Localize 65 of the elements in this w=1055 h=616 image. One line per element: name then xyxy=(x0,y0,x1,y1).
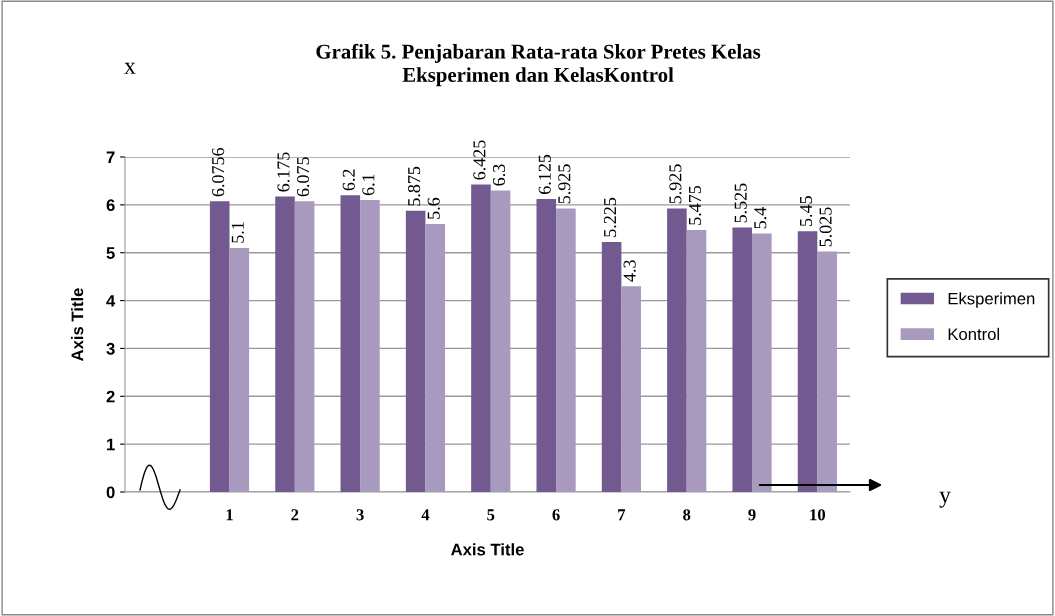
legend-label: Eksperimen xyxy=(948,292,1035,308)
data-label: 5.025 xyxy=(819,207,832,247)
data-label: 5.45 xyxy=(800,196,813,226)
y-tick-label: 4 xyxy=(106,295,116,307)
text: x xyxy=(124,62,136,74)
data-label: 4.3 xyxy=(623,260,636,282)
data-label: 6.125 xyxy=(538,154,551,194)
data-label: 5.225 xyxy=(603,197,617,237)
bar xyxy=(490,190,511,492)
y-tick-label: 5 xyxy=(106,247,115,259)
bar xyxy=(601,241,622,492)
y-tick-label: 0 xyxy=(106,486,115,499)
bar xyxy=(405,210,426,492)
bar xyxy=(360,200,380,492)
data-label: 5.1 xyxy=(231,222,244,243)
bar xyxy=(471,184,491,492)
data-label: 6.175 xyxy=(277,152,290,192)
x-tick-label: 5 xyxy=(487,509,495,521)
data-label: 5.925 xyxy=(558,164,571,204)
bar xyxy=(275,196,295,492)
y-tick-label: 1 xyxy=(107,438,115,451)
x-tick-label: 1 xyxy=(226,509,233,521)
x-tick-label: 6 xyxy=(552,509,560,521)
y-axis-title: Axis Title xyxy=(71,288,84,361)
x-tick-label: 10 xyxy=(810,509,826,521)
data-label: 5.475 xyxy=(688,185,702,225)
y-tick-label: 3 xyxy=(106,342,115,355)
data-label: 5.525 xyxy=(734,183,747,223)
text: y xyxy=(939,491,951,508)
bar xyxy=(732,227,753,492)
bar xyxy=(667,208,687,492)
data-label: 6.3 xyxy=(492,164,506,186)
bar xyxy=(229,247,250,492)
data-label: 5.6 xyxy=(427,197,440,219)
bar xyxy=(294,201,315,492)
data-label: 6.1 xyxy=(362,174,375,196)
bar xyxy=(686,229,707,492)
x-tick-label: 3 xyxy=(356,509,364,521)
chart-title: Grafik 5. Penjabaran Rata-rata Skor Pretes Kelas Eksperimen dan KelasKontrol xyxy=(316,43,761,87)
x-axis-title: Axis Title xyxy=(451,543,524,556)
legend-label: Kontrol xyxy=(948,327,1000,341)
data-label: 6.425 xyxy=(473,140,486,180)
bar xyxy=(817,251,837,492)
data-label: 5.875 xyxy=(407,166,421,206)
y-tick-label: 6 xyxy=(106,199,115,212)
x-tick-label: 7 xyxy=(618,509,626,521)
x-tick-label: 8 xyxy=(683,509,691,521)
bar xyxy=(797,231,818,492)
data-label: 6.2 xyxy=(342,169,355,191)
bar xyxy=(340,195,361,492)
bar xyxy=(209,201,230,492)
bar xyxy=(752,233,772,492)
bar xyxy=(536,198,557,492)
data-label: 6.0756 xyxy=(212,147,225,197)
bar xyxy=(556,208,576,492)
data-label: 6.075 xyxy=(296,157,310,197)
x-tick-label: 2 xyxy=(291,509,299,521)
y-tick-label: 2 xyxy=(106,390,115,403)
data-label: 5.4 xyxy=(754,207,767,229)
y-tick-label: 7 xyxy=(106,151,115,164)
bar xyxy=(621,286,641,492)
x-tick-label: 4 xyxy=(421,509,430,521)
data-label: 5.925 xyxy=(669,164,682,204)
x-tick-label: 9 xyxy=(748,509,756,521)
bar xyxy=(425,224,446,492)
